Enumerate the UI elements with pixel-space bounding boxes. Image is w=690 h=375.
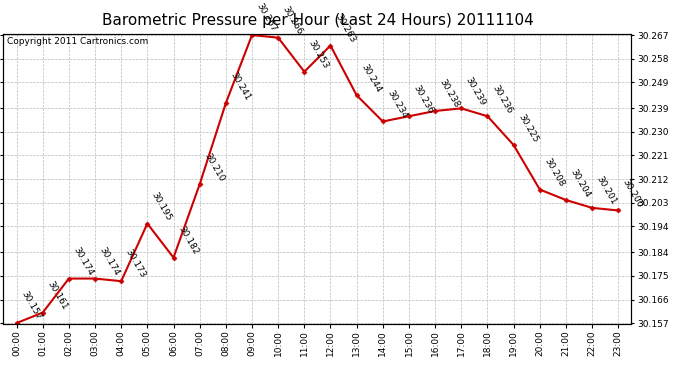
Text: Copyright 2011 Cartronics.com: Copyright 2011 Cartronics.com [7, 37, 148, 46]
Text: 30.225: 30.225 [516, 112, 540, 144]
Text: Barometric Pressure per Hour (Last 24 Hours) 20111104: Barometric Pressure per Hour (Last 24 Ho… [101, 13, 533, 28]
Text: 30.210: 30.210 [202, 151, 226, 183]
Text: 30.174: 30.174 [72, 246, 95, 277]
Text: 30.236: 30.236 [411, 83, 435, 115]
Text: 30.253: 30.253 [307, 39, 331, 70]
Text: 30.236: 30.236 [490, 83, 513, 115]
Text: 30.238: 30.238 [437, 78, 462, 110]
Text: 30.200: 30.200 [621, 177, 644, 209]
Text: 30.208: 30.208 [542, 156, 566, 188]
Text: 30.201: 30.201 [595, 175, 618, 207]
Text: 30.157: 30.157 [19, 290, 43, 322]
Text: 30.173: 30.173 [124, 248, 148, 280]
Text: 30.263: 30.263 [333, 12, 357, 44]
Text: 30.161: 30.161 [46, 279, 69, 311]
Text: 30.195: 30.195 [150, 190, 174, 222]
Text: 30.182: 30.182 [176, 225, 199, 256]
Text: 30.174: 30.174 [98, 246, 121, 277]
Text: 30.267: 30.267 [255, 2, 278, 34]
Text: 30.204: 30.204 [569, 167, 592, 199]
Text: 30.241: 30.241 [228, 70, 252, 102]
Text: 30.244: 30.244 [359, 62, 383, 94]
Text: 30.234: 30.234 [386, 88, 409, 120]
Text: 30.266: 30.266 [281, 4, 304, 36]
Text: 30.239: 30.239 [464, 75, 487, 107]
